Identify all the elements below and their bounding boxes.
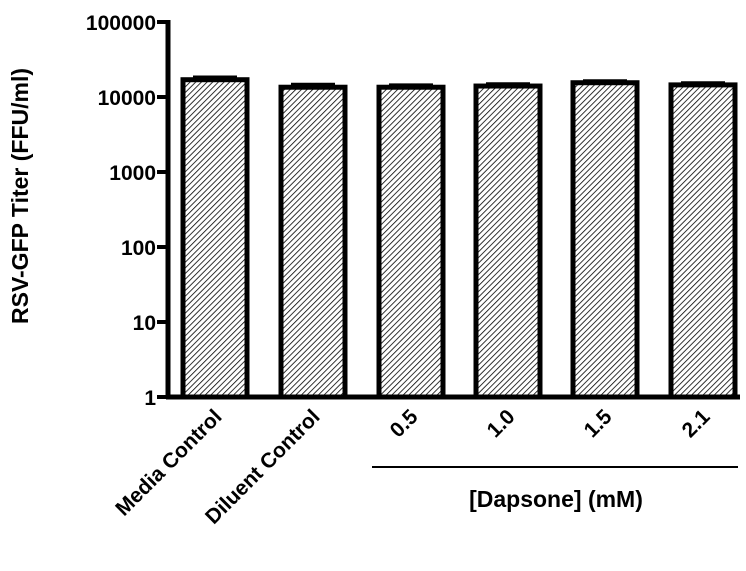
y-tick-label: 10000 xyxy=(98,87,156,110)
y-axis-title: RSV-GFP Titer (FFU/ml) xyxy=(7,68,33,324)
bars xyxy=(180,75,738,400)
bar xyxy=(180,77,250,400)
y-tick-label: 10 xyxy=(133,312,156,335)
category-label: 0.5 xyxy=(386,405,423,442)
bar xyxy=(278,84,348,400)
bar xyxy=(473,83,543,400)
bar xyxy=(668,82,738,400)
category-label: 1.0 xyxy=(483,405,520,442)
y-axis-ticks: 1 10 100 1000 10000 100000 xyxy=(86,12,168,410)
y-tick-label: 1 xyxy=(144,387,156,410)
bar xyxy=(376,84,446,400)
category-label: 2.1 xyxy=(678,405,715,442)
dapsone-group-label: [Dapsone] (mM) xyxy=(469,486,643,512)
category-label: 1.5 xyxy=(580,405,617,442)
y-tick-label: 100 xyxy=(121,237,156,260)
y-tick-label: 1000 xyxy=(109,162,156,185)
y-tick-label: 100000 xyxy=(86,12,156,35)
bar xyxy=(570,80,640,400)
